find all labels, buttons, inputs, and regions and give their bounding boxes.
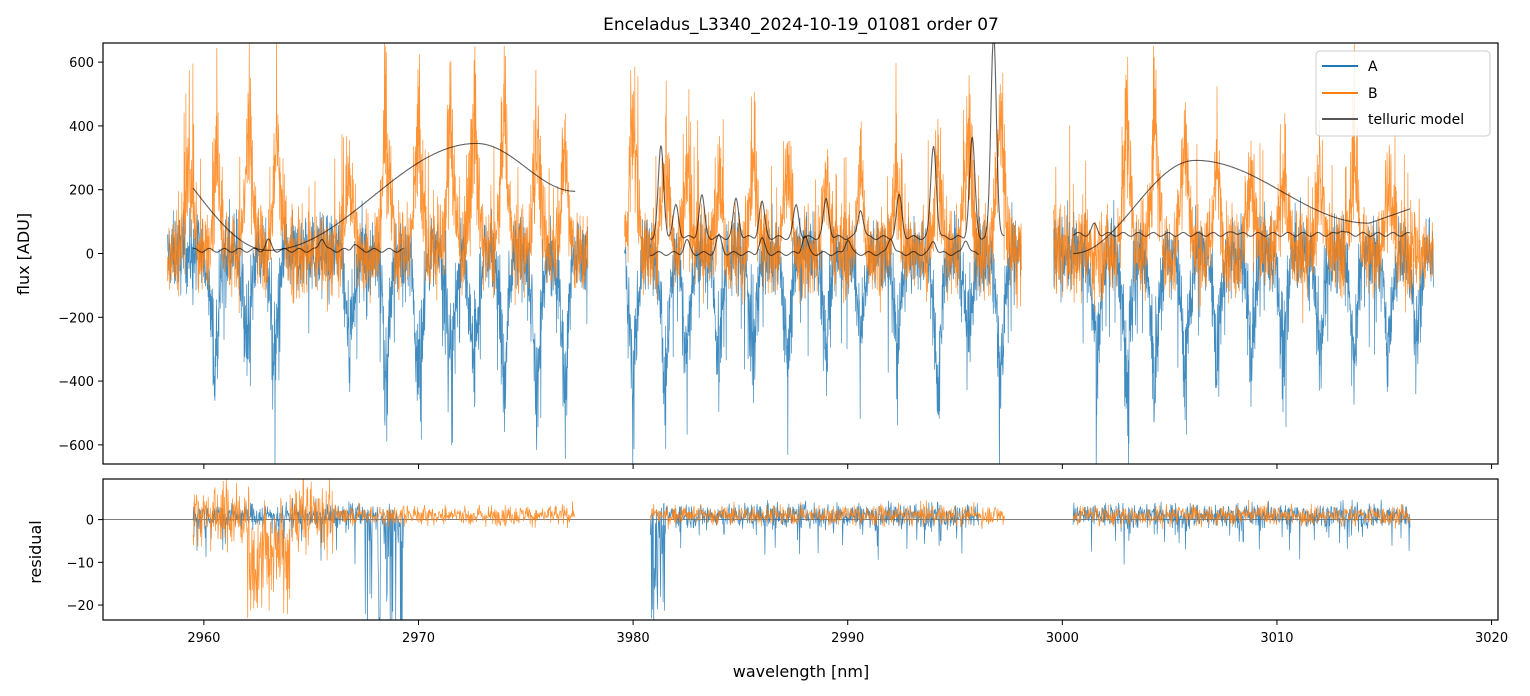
residual-xtick-label-3: 2990	[831, 631, 864, 646]
flux-ytick-label-4: 200	[69, 184, 94, 199]
flux-ticks: −600 −400 −200 0 200 400 600	[58, 56, 1493, 469]
telluric-model-line-2	[650, 233, 979, 256]
telluric-model-line-4	[1073, 159, 1411, 255]
x-axis-label: wavelength [nm]	[733, 662, 870, 681]
residual-ytick-label-0: −20	[67, 599, 94, 614]
telluric-model-line-5	[1072, 222, 1411, 237]
residual-xtick-label-1: 2970	[402, 631, 435, 646]
flux-plot-area	[167, 43, 1434, 464]
flux-ytick-label-5: 400	[69, 120, 94, 135]
flux-ytick-label-6: 600	[69, 56, 94, 71]
chart-title: Enceladus_L3340_2024-10-19_01081 order 0…	[603, 15, 999, 35]
residual-axes-frame	[102, 478, 1499, 621]
telluric-model-line-3	[650, 43, 1005, 241]
residual-xtick-label-0: 2960	[187, 631, 220, 646]
flux-panel: −600 −400 −200 0 200 400 600 flux [ADU] A B te…	[14, 42, 1499, 469]
residual-b-line	[192, 479, 1411, 619]
flux-y-axis-label: flux [ADU]	[14, 213, 33, 295]
legend-label-b: B	[1368, 86, 1378, 102]
flux-ytick-label-3: 0	[86, 248, 94, 263]
flux-ytick-label-2: −200	[58, 311, 94, 326]
residual-y-axis-label: residual	[26, 520, 45, 583]
residual-xtick-label-5: 3010	[1260, 631, 1293, 646]
legend-label-telluric: telluric model	[1368, 112, 1464, 128]
telluric-model-line-0	[192, 238, 404, 253]
residual-xtick-label-6: 3020	[1475, 631, 1508, 646]
legend-label-a: A	[1368, 59, 1378, 75]
residual-a-line	[192, 497, 1411, 620]
flux-ytick-label-1: −400	[58, 375, 94, 390]
residual-ytick-label-1: −10	[67, 556, 94, 571]
series-b-line	[167, 43, 1434, 324]
residual-panel: −20 −10 0 2960 2970 3980 2990 3000 3010 3020 resi…	[26, 478, 1509, 681]
legend-box	[1315, 50, 1491, 137]
residual-plot-area	[103, 479, 1498, 620]
residual-xtick-label-2: 3980	[617, 631, 650, 646]
residual-xtick-label-4: 3000	[1046, 631, 1079, 646]
residual-ytick-label-2: 0	[86, 514, 94, 529]
flux-ytick-label-0: −600	[58, 439, 94, 454]
telluric-model-line-1	[192, 142, 576, 251]
legend: A B telluric model	[1315, 50, 1491, 137]
residual-ticks: −20 −10 0 2960 2970 3980 2990 3000 3010 3020	[67, 514, 1509, 646]
